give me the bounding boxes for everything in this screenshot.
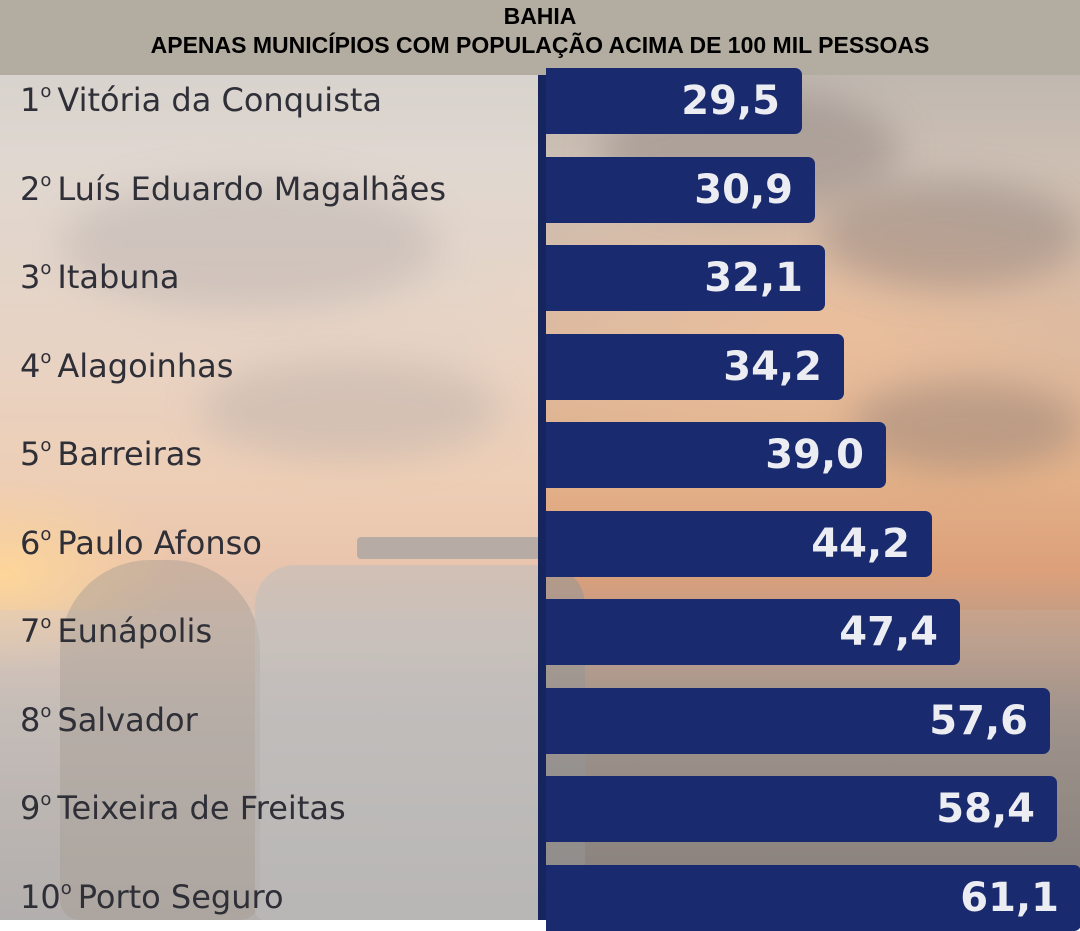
ordinal-indicator: o bbox=[40, 700, 52, 722]
bar-value-label: 30,9 bbox=[694, 166, 793, 213]
bar-value-label: 29,5 bbox=[681, 78, 780, 124]
rank-number: 2 bbox=[20, 169, 41, 208]
ordinal-indicator: o bbox=[40, 523, 52, 545]
ordinal-indicator: o bbox=[60, 877, 72, 899]
ordinal-indicator: o bbox=[40, 435, 52, 456]
category-label: 1o Vitória da Conquista bbox=[20, 81, 382, 119]
municipality-name: Porto Seguro bbox=[77, 877, 284, 916]
ordinal-indicator: o bbox=[40, 612, 52, 633]
bar: 47,4 bbox=[546, 599, 960, 665]
header-subtitle: APENAS MUNICÍPIOS COM POPULAÇÃO ACIMA DE… bbox=[150, 32, 930, 58]
light-bar bbox=[357, 537, 540, 559]
ordinal-indicator: o bbox=[40, 346, 52, 368]
rank-number: 7 bbox=[20, 612, 41, 650]
municipality-name: Paulo Afonso bbox=[57, 523, 262, 562]
ordinal-indicator: o bbox=[40, 258, 52, 279]
bar: 39,0 bbox=[546, 422, 886, 488]
chart-axis-line bbox=[538, 75, 546, 920]
bar-value-label: 34,2 bbox=[723, 343, 822, 390]
bar-value-label: 57,6 bbox=[929, 697, 1028, 744]
municipality-name: Vitória da Conquista bbox=[57, 81, 383, 119]
category-label: 4o Alagoinhas bbox=[20, 347, 233, 385]
category-label: 8o Salvador bbox=[20, 701, 198, 739]
category-label: 3o Itabuna bbox=[20, 258, 179, 296]
bar: 30,9 bbox=[546, 156, 815, 223]
municipality-name: Barreiras bbox=[57, 435, 202, 473]
bar-value-label: 47,4 bbox=[839, 609, 938, 655]
municipality-name: Eunápolis bbox=[57, 612, 213, 650]
bar-value-label: 61,1 bbox=[960, 874, 1059, 921]
rank-number: 5 bbox=[20, 435, 41, 473]
bar: 44,2 bbox=[546, 510, 932, 577]
category-label: 9o Teixeira de Freitas bbox=[20, 789, 346, 827]
municipality-name: Salvador bbox=[57, 700, 198, 739]
rank-number: 1 bbox=[20, 81, 41, 119]
category-label: 10o Porto Seguro bbox=[20, 878, 284, 916]
vehicle-silhouette bbox=[255, 565, 585, 920]
bar: 57,6 bbox=[546, 687, 1050, 754]
rank-number: 9 bbox=[20, 789, 41, 827]
bar-value-label: 32,1 bbox=[704, 255, 803, 301]
municipality-name: Alagoinhas bbox=[57, 346, 234, 385]
bar-value-label: 39,0 bbox=[765, 432, 864, 478]
rank-number: 10 bbox=[20, 877, 61, 916]
rank-number: 8 bbox=[20, 700, 41, 739]
rank-number: 4 bbox=[20, 346, 41, 385]
ordinal-indicator: o bbox=[40, 789, 52, 810]
municipality-name: Itabuna bbox=[57, 258, 180, 296]
bar-value-label: 58,4 bbox=[936, 786, 1035, 832]
municipality-name: Teixeira de Freitas bbox=[57, 789, 346, 827]
header-title: BAHIA bbox=[503, 3, 577, 29]
bar-value-label: 44,2 bbox=[811, 520, 910, 567]
rank-number: 6 bbox=[20, 523, 41, 562]
bar: 34,2 bbox=[546, 333, 844, 400]
bar: 61,1 bbox=[546, 864, 1080, 931]
municipality-name: Luís Eduardo Magalhães bbox=[57, 169, 447, 208]
category-label: 6o Paulo Afonso bbox=[20, 524, 262, 562]
bar: 32,1 bbox=[546, 245, 825, 311]
ordinal-indicator: o bbox=[40, 169, 52, 191]
bar: 29,5 bbox=[546, 68, 802, 134]
ordinal-indicator: o bbox=[40, 81, 52, 102]
category-label: 2o Luís Eduardo Magalhães bbox=[20, 170, 446, 208]
rank-number: 3 bbox=[20, 258, 41, 296]
header-banner: BAHIA APENAS MUNICÍPIOS COM POPULAÇÃO AC… bbox=[0, 0, 1080, 75]
category-label: 5o Barreiras bbox=[20, 435, 202, 473]
bar: 58,4 bbox=[546, 776, 1057, 842]
category-label: 7o Eunápolis bbox=[20, 612, 212, 650]
officer-silhouette bbox=[60, 560, 260, 920]
